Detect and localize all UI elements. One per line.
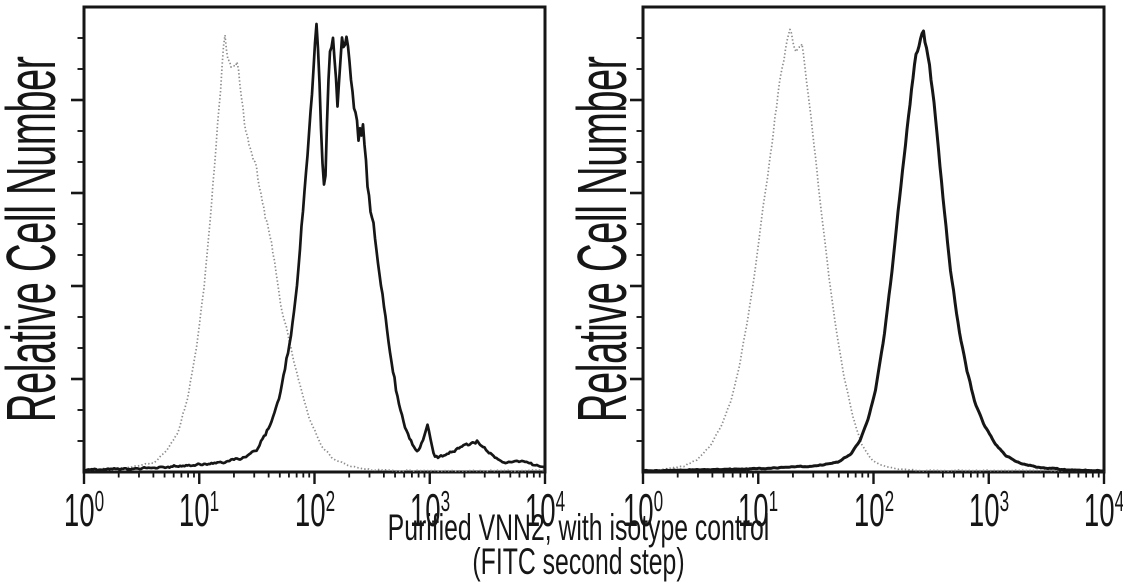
tick-base: 10 — [63, 484, 95, 536]
y-axis-label-left: Relative Cell Number — [0, 56, 70, 423]
tick-base: 10 — [622, 484, 654, 536]
sample-curve — [82, 22, 547, 473]
tick-exponent: 4 — [1115, 486, 1123, 518]
x-tick-label-left-10e2: 102 — [288, 478, 342, 534]
tick-base: 10 — [1083, 484, 1115, 536]
x-axis-ticks — [82, 472, 547, 484]
tick-exponent: 3 — [440, 486, 450, 518]
panel-left — [71, 5, 547, 484]
x-tick-label-right-10e4: 104 — [1077, 478, 1123, 534]
isotype-control-curve — [83, 34, 546, 473]
y-axis-ticks — [630, 37, 643, 442]
tick-base: 10 — [968, 484, 1000, 536]
tick-exponent: 4 — [555, 486, 566, 518]
plot-frame — [82, 5, 547, 474]
x-tick-label-right-10e2: 102 — [847, 478, 901, 534]
tick-exponent: 2 — [325, 486, 335, 518]
x-tick-label-left-10e3: 103 — [403, 478, 457, 534]
tick-exponent: 3 — [999, 486, 1009, 518]
x-tick-label-right-10e1: 101 — [731, 478, 785, 534]
x-tick-label-left-10e1: 101 — [172, 478, 226, 534]
x-tick-label-left-10e4: 104 — [518, 478, 572, 534]
tick-exponent: 2 — [884, 486, 894, 518]
x-tick-label-right-10e3: 103 — [962, 478, 1016, 534]
caption-line-2: (FITC second step) — [472, 541, 685, 582]
panel-right — [630, 5, 1106, 484]
tick-exponent: 1 — [209, 486, 220, 518]
tick-base: 10 — [409, 484, 441, 536]
tick-exponent: 0 — [94, 486, 105, 518]
y-axis-ticks — [71, 37, 84, 442]
x-tick-label-right-10e0: 100 — [616, 478, 670, 534]
x-axis-caption: Purified VNN2, with isotype control (FIT… — [202, 507, 954, 582]
x-tick-label-left-10e0: 100 — [57, 478, 111, 534]
tick-base: 10 — [853, 484, 885, 536]
tick-base: 10 — [179, 484, 210, 536]
sample-curve — [641, 29, 1106, 473]
caption-line-1: Purified VNN2, with isotype control — [387, 507, 770, 548]
tick-exponent: 1 — [768, 486, 779, 518]
isotype-control-curve — [642, 28, 1105, 473]
x-axis-ticks — [641, 472, 1106, 484]
tick-exponent: 0 — [653, 486, 664, 518]
tick-base: 10 — [738, 484, 769, 536]
tick-base: 10 — [294, 484, 326, 536]
tick-base: 10 — [524, 484, 556, 536]
y-axis-label-right: Relative Cell Number — [563, 56, 641, 423]
